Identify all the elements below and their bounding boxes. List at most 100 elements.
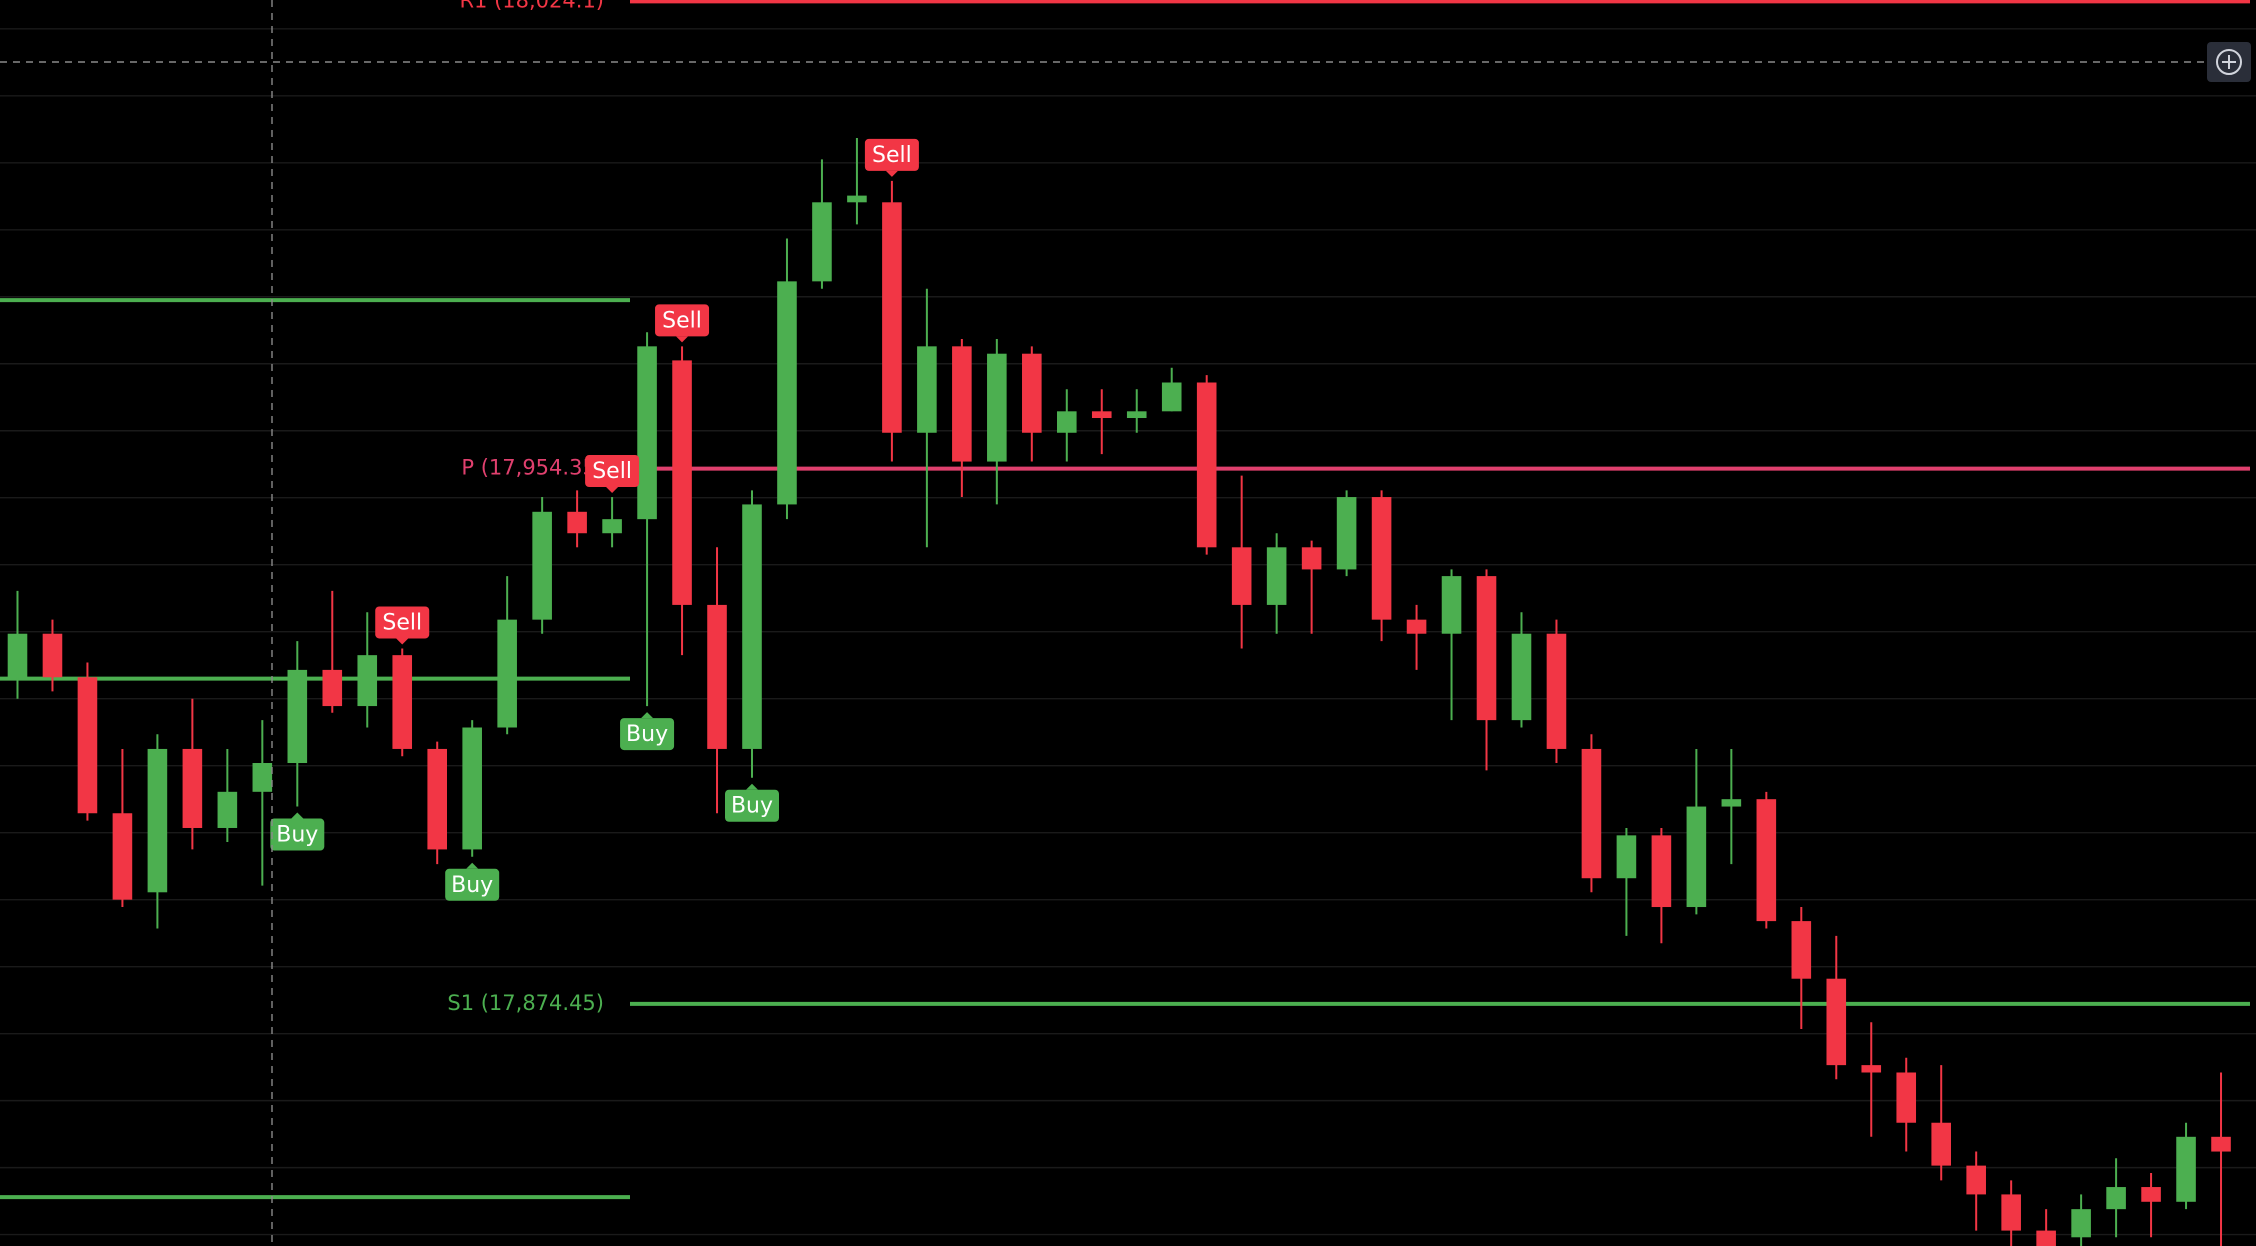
candle-body — [287, 669, 308, 764]
candle-body — [322, 669, 343, 707]
candle-body — [462, 727, 482, 850]
candle-body — [252, 763, 273, 792]
candle-body — [1056, 411, 1077, 433]
candle-body — [1931, 1122, 1952, 1166]
candle-body — [1231, 547, 1252, 605]
signal-pointer — [885, 170, 898, 177]
candle-body — [1336, 497, 1357, 570]
signal-text: Sell — [872, 143, 912, 168]
candle-body — [1651, 835, 1672, 908]
candle-body — [777, 281, 797, 505]
candle-body — [567, 511, 587, 534]
candle-body — [2176, 1136, 2196, 1202]
signal-label: Sell — [585, 455, 640, 494]
signal-text: Buy — [276, 823, 318, 848]
candles — [7, 137, 2231, 1246]
candle-body — [147, 748, 168, 893]
signal-label: Sell — [864, 138, 919, 177]
signal-text: Sell — [592, 459, 632, 484]
signal-text: Buy — [451, 873, 493, 898]
candle-body — [42, 633, 63, 678]
candle-body — [1826, 978, 1847, 1066]
candle-body — [742, 504, 762, 749]
candle-body — [952, 346, 972, 462]
candle-body — [112, 813, 133, 900]
candle-body — [882, 202, 902, 433]
signal-text: Buy — [626, 722, 668, 747]
signal-text: Sell — [382, 610, 422, 635]
candle-body — [2106, 1187, 2126, 1210]
add-button[interactable] — [2207, 42, 2251, 82]
signal-box — [725, 789, 779, 822]
candle-body — [1301, 547, 1322, 570]
candle-body — [987, 353, 1007, 462]
signal-pointer — [396, 638, 409, 645]
signal-box — [655, 304, 710, 337]
candle-body — [1581, 748, 1602, 879]
candle-body — [672, 360, 692, 605]
candle-body — [2211, 1136, 2231, 1152]
candle-body — [812, 202, 832, 282]
signal-pointer — [676, 336, 689, 343]
signal-box — [270, 818, 325, 851]
signal-box — [375, 606, 430, 639]
signal-pointer — [466, 862, 479, 869]
candle-body — [1371, 497, 1392, 620]
signal-box — [585, 455, 640, 488]
candle-body — [1196, 382, 1217, 548]
candle-body — [2141, 1187, 2161, 1202]
signal-label: Buy — [620, 712, 675, 751]
candle-body — [1861, 1065, 1882, 1073]
candle-body — [1616, 835, 1637, 879]
candle-body — [2001, 1194, 2021, 1231]
candle-body — [602, 519, 622, 534]
grid — [0, 28, 2256, 1236]
candle-body — [357, 655, 378, 707]
candle-body — [1441, 576, 1462, 634]
candle-body — [392, 655, 413, 749]
candle-body — [7, 633, 28, 678]
candle-body — [1022, 353, 1042, 433]
candle-body — [1791, 921, 1812, 979]
signal-pointer — [606, 487, 619, 494]
candle-body — [847, 195, 867, 203]
signal-pointer — [746, 783, 758, 790]
candle-body — [707, 604, 727, 749]
candle-body — [1966, 1165, 1986, 1195]
candle-body — [1721, 799, 1742, 807]
candle-body — [497, 619, 517, 728]
signal-text: Buy — [731, 794, 773, 819]
candle-body — [2036, 1230, 2056, 1246]
candle-body — [217, 791, 238, 828]
candle-body — [1896, 1072, 1917, 1123]
candle-body — [1756, 799, 1777, 922]
candle-body — [1686, 806, 1707, 908]
signal-pointer — [641, 712, 654, 719]
candle-body — [1266, 547, 1287, 605]
candle-body — [182, 748, 203, 828]
pivot-levels: R1 (18,024.1) P (17,954.35) S1 (17,874.45) — [0, 0, 2250, 1200]
candle-body — [1546, 633, 1567, 749]
candle-body — [917, 346, 937, 433]
candle-body — [1406, 619, 1427, 634]
level-label: P (17,954.35) — [461, 456, 604, 480]
level-label: R1 (18,024.1) — [459, 0, 604, 12]
candle-body — [1091, 411, 1112, 419]
signal-label: Sell — [375, 606, 430, 645]
candle-body — [532, 511, 552, 620]
signal-box — [620, 718, 675, 751]
signal-text: Sell — [662, 308, 702, 333]
candle-body — [1161, 382, 1182, 412]
signal-label: Sell — [655, 304, 710, 343]
candle-body — [77, 677, 98, 814]
signal-label: Buy — [445, 862, 500, 901]
candle-body — [637, 346, 657, 520]
candle-body — [1511, 633, 1532, 721]
candle-body — [1126, 411, 1147, 419]
signal-label: Buy — [725, 783, 779, 822]
signal-box — [864, 138, 919, 171]
signal-box — [445, 868, 500, 901]
